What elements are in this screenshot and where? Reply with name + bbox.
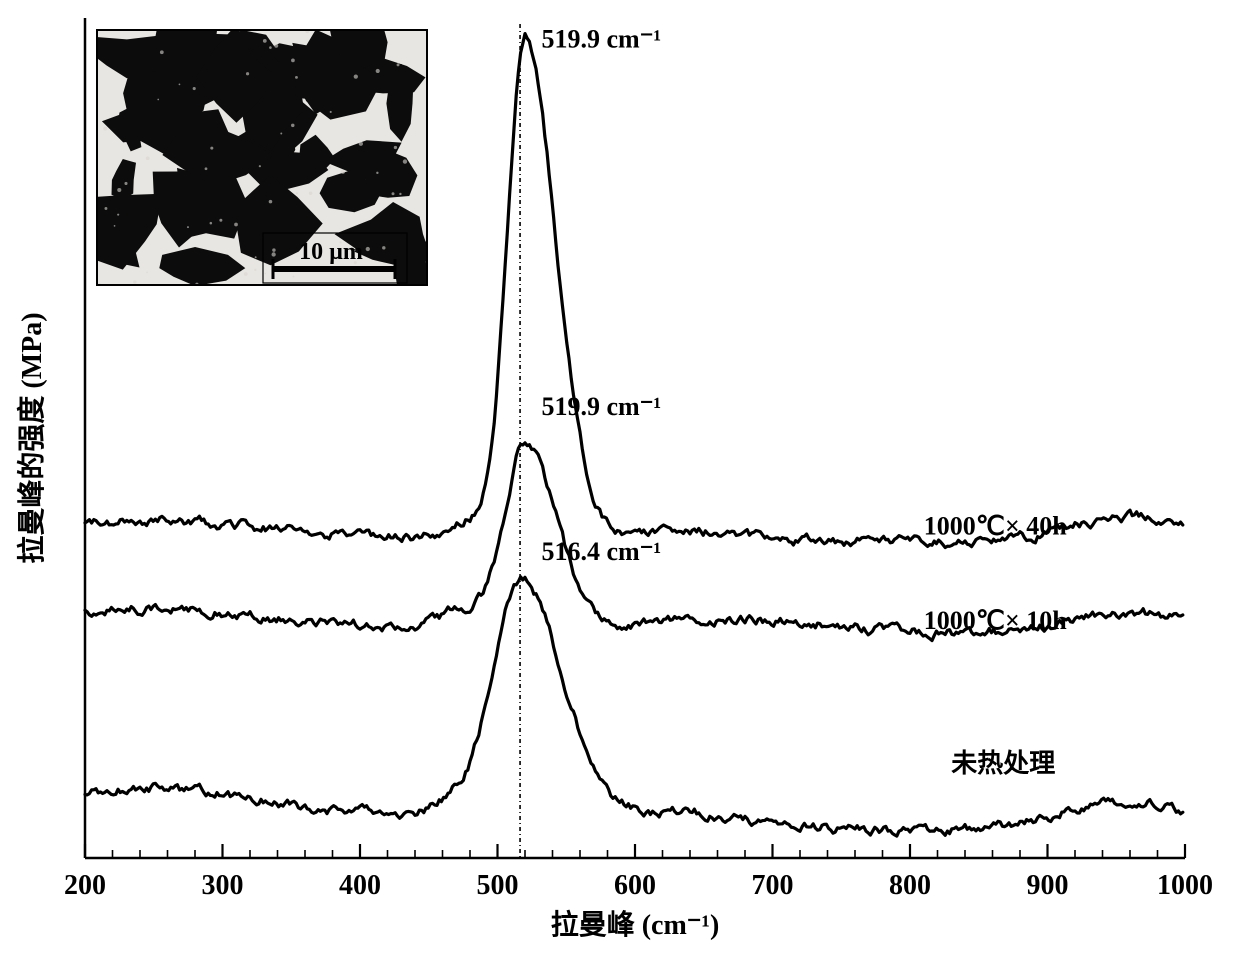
- svg-text:600: 600: [614, 870, 656, 901]
- peak-label-1000c40h: 519.9 cm⁻¹: [542, 24, 662, 53]
- svg-text:400: 400: [339, 870, 381, 901]
- raman-chart: 200 300 400 500 600 700 800 900 1000 拉曼峰 (cm⁻¹) 拉曼…: [0, 0, 1240, 958]
- x-axis-label: 拉曼峰 (cm⁻¹): [551, 908, 720, 941]
- peak-label-untreated: 516.4 cm⁻¹: [542, 537, 662, 566]
- svg-text:700: 700: [752, 870, 794, 901]
- svg-text:900: 900: [1027, 870, 1069, 901]
- svg-text:1000: 1000: [1157, 870, 1213, 901]
- condition-label-1000c40h: 1000℃× 40h: [924, 512, 1068, 541]
- condition-label-1000c10h: 1000℃× 10h: [924, 606, 1068, 635]
- peak-label-1000c10h: 519.9 cm⁻¹: [542, 392, 662, 421]
- svg-text:800: 800: [889, 870, 931, 901]
- condition-label-untreated: 未热处理: [951, 749, 1055, 778]
- inset-micrograph: 10 µm: [82, 1, 444, 292]
- svg-text:500: 500: [477, 870, 519, 901]
- y-axis-label: 拉曼峰的强度 (MPa): [15, 312, 48, 563]
- scalebar-label: 10 µm: [299, 239, 363, 265]
- svg-text:300: 300: [202, 870, 244, 901]
- svg-text:200: 200: [64, 870, 106, 901]
